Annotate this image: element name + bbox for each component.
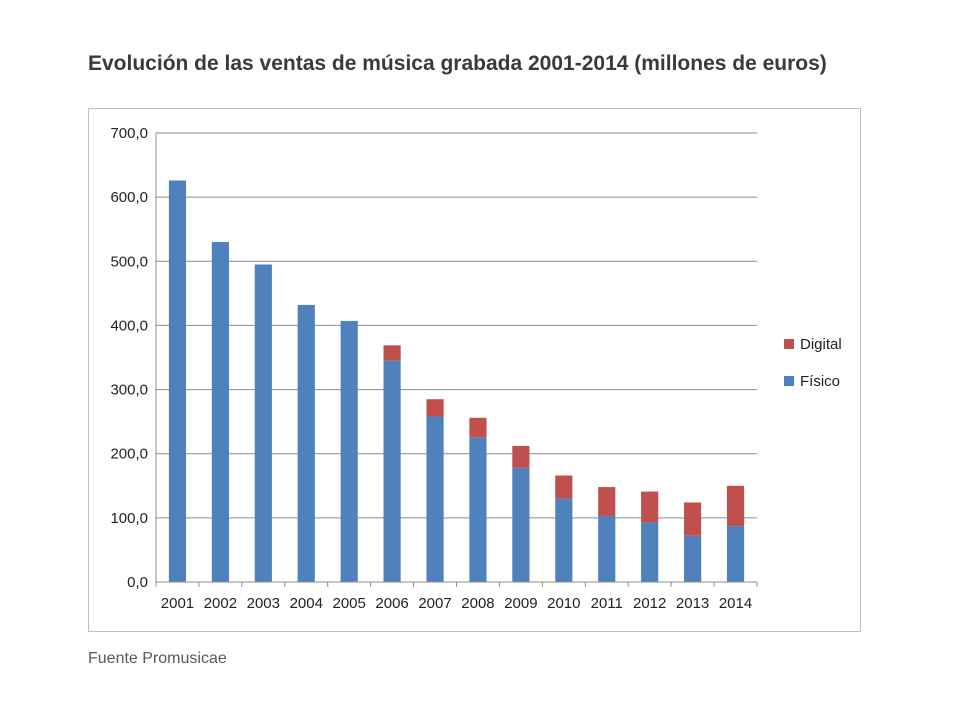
legend: Digital Físico <box>784 336 842 390</box>
gridlines <box>156 132 757 519</box>
y-tick-label: 300,0 <box>110 382 148 399</box>
bar-fisico-2011 <box>598 515 616 582</box>
y-tick-label: 0,0 <box>127 574 148 591</box>
bar-digital-2010 <box>555 475 573 499</box>
x-tick-label: 2010 <box>547 595 580 612</box>
legend-swatch-fisico <box>784 376 794 386</box>
bar-digital-2006 <box>383 345 401 361</box>
bar-fisico-2010 <box>555 498 573 582</box>
bar-fisico-2002 <box>211 242 229 583</box>
x-tick-label: 2003 <box>247 595 280 612</box>
bars <box>168 180 745 583</box>
x-tick-label: 2004 <box>290 595 323 612</box>
page-title: Evolución de las ventas de música grabad… <box>88 52 827 75</box>
y-tick-label: 700,0 <box>110 125 148 142</box>
legend-swatch-digital <box>784 339 794 349</box>
legend-label-digital: Digital <box>800 336 842 353</box>
bar-digital-2012 <box>641 491 659 523</box>
bar-fisico-2014 <box>726 526 745 582</box>
bar-fisico-2004 <box>297 304 315 582</box>
x-tick-label: 2012 <box>633 595 666 612</box>
bar-fisico-2006 <box>383 360 401 582</box>
x-tick-label: 2002 <box>204 595 237 612</box>
x-tick-label: 2001 <box>161 595 194 612</box>
bar-fisico-2007 <box>426 416 444 582</box>
chart-frame: 0,0 100,0 200,0 300,0 400,0 500,0 600,0 700,0 20… <box>88 108 861 632</box>
bar-fisico-2013 <box>684 535 702 582</box>
y-tick-label: 100,0 <box>110 510 148 527</box>
bar-digital-2013 <box>684 502 702 536</box>
x-tick-label: 2013 <box>676 595 709 612</box>
x-tick-label: 2007 <box>418 595 451 612</box>
legend-label-fisico: Físico <box>800 373 840 390</box>
source-note: Fuente Promusicae <box>88 650 227 667</box>
x-tick-label: 2008 <box>461 595 494 612</box>
bar-digital-2008 <box>469 417 487 438</box>
bar-digital-2009 <box>512 446 530 468</box>
bar-digital-2011 <box>598 487 616 516</box>
bar-fisico-2001 <box>168 180 187 583</box>
x-tick-label: 2011 <box>591 595 623 612</box>
bar-fisico-2008 <box>469 437 487 582</box>
x-tick-label: 2005 <box>332 595 365 612</box>
bar-digital-2007 <box>426 399 444 417</box>
x-tick-label: 2006 <box>375 595 408 612</box>
y-tick-label: 500,0 <box>110 253 148 270</box>
stacked-bar-chart: 0,0 100,0 200,0 300,0 400,0 500,0 600,0 700,0 20… <box>110 125 842 612</box>
bar-fisico-2012 <box>641 522 659 582</box>
x-tick-label: 2014 <box>719 595 752 612</box>
axes: 0,0 100,0 200,0 300,0 400,0 500,0 600,0 700,0 20… <box>110 125 758 612</box>
y-tick-label: 200,0 <box>110 446 148 463</box>
bar-digital-2014 <box>726 485 745 527</box>
x-tick-label: 2009 <box>504 595 537 612</box>
bar-fisico-2009 <box>512 467 530 582</box>
bar-fisico-2003 <box>254 264 272 582</box>
y-tick-label: 600,0 <box>110 189 148 206</box>
y-tick-label: 400,0 <box>110 317 148 334</box>
bar-fisico-2005 <box>340 320 358 582</box>
